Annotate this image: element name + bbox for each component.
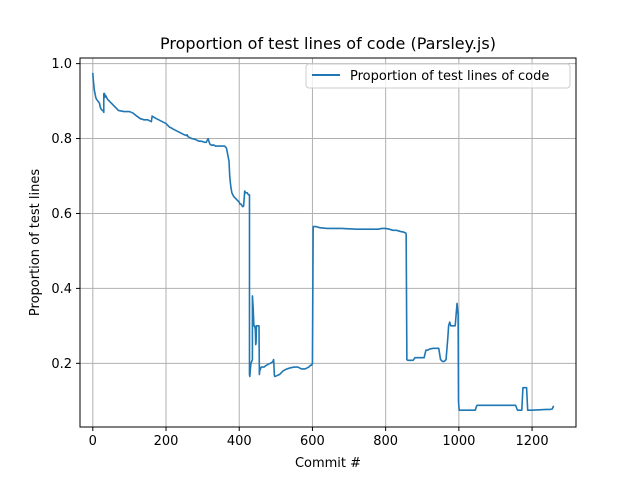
y-tick-label: 0.4 — [51, 282, 72, 297]
y-tick-label: 0.6 — [51, 207, 72, 222]
x-tick-label: 800 — [373, 434, 398, 449]
x-tick-label: 400 — [227, 434, 252, 449]
plot-frame — [79, 57, 577, 428]
series-layer — [92, 72, 555, 411]
x-tick-label: 200 — [154, 434, 179, 449]
grid — [80, 58, 576, 427]
legend: Proportion of test lines of code — [305, 63, 571, 89]
chart-title: Proportion of test lines of code (Parsle… — [160, 34, 496, 53]
x-axis-title: Commit # — [295, 456, 361, 471]
series-line-0 — [92, 72, 555, 411]
x-tick-label: 1000 — [442, 434, 475, 449]
legend-label: Proportion of test lines of code — [350, 69, 549, 84]
y-tick-label: 1.0 — [51, 57, 72, 72]
y-tick-label: 0.8 — [51, 132, 72, 147]
x-tick-label: 0 — [89, 434, 97, 449]
y-axis-title: Proportion of test lines — [28, 169, 43, 316]
x-tick-label: 1200 — [516, 434, 549, 449]
y-tick-label: 0.2 — [51, 357, 72, 372]
legend-box — [305, 63, 571, 89]
ticks: 0 200 400 600 800 1000 1200 0.2 0.4 0.6 0.8 1.0 — [51, 57, 548, 449]
x-tick-label: 600 — [300, 434, 325, 449]
